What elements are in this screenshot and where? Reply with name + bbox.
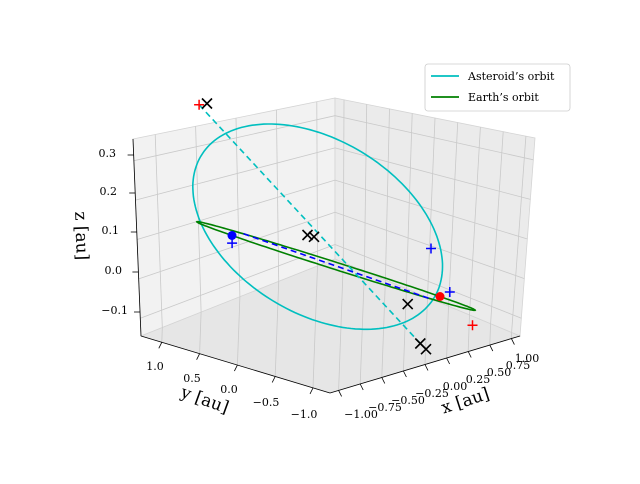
legend-label-earth: Earth’s orbit <box>468 91 539 104</box>
z-tick-label: 0.0 <box>105 264 123 277</box>
dot-marker <box>436 292 445 301</box>
z-tick-label: 0.1 <box>102 224 120 237</box>
y-tick-label: −1.0 <box>291 408 318 421</box>
x-tick <box>511 339 514 345</box>
y-tick <box>310 388 313 394</box>
y-tick-label: 1.0 <box>146 360 164 373</box>
z-tick-label: −0.1 <box>101 304 128 317</box>
y-tick <box>272 377 275 383</box>
x-tick <box>425 365 428 371</box>
z-axis-label: z [au] <box>70 211 92 260</box>
y-tick <box>197 354 200 360</box>
cross-marker <box>202 99 212 109</box>
legend-label-asteroid: Asteroid’s orbit <box>467 70 555 83</box>
z-tick-label: 0.3 <box>99 147 117 160</box>
x-tick <box>447 358 450 364</box>
y-tick <box>159 342 162 348</box>
legend: Asteroid’s orbit Earth’s orbit <box>425 64 570 111</box>
grid-line <box>162 328 163 343</box>
y-tick-label: 0.0 <box>220 383 238 396</box>
x-tick <box>339 390 342 396</box>
x-tick <box>403 371 406 377</box>
x-tick <box>490 345 493 351</box>
x-tick-label: 1.00 <box>515 352 540 365</box>
x-tick <box>360 384 363 390</box>
z-axis: −0.1 0.0 0.1 0.2 0.3 z [au] <box>70 139 141 336</box>
z-tick-label: 0.2 <box>100 185 118 198</box>
x-tick <box>468 352 471 358</box>
y-tick-label: −0.5 <box>253 396 280 409</box>
x-tick <box>382 378 385 384</box>
y-tick <box>234 365 237 371</box>
axes-panes <box>133 98 535 393</box>
